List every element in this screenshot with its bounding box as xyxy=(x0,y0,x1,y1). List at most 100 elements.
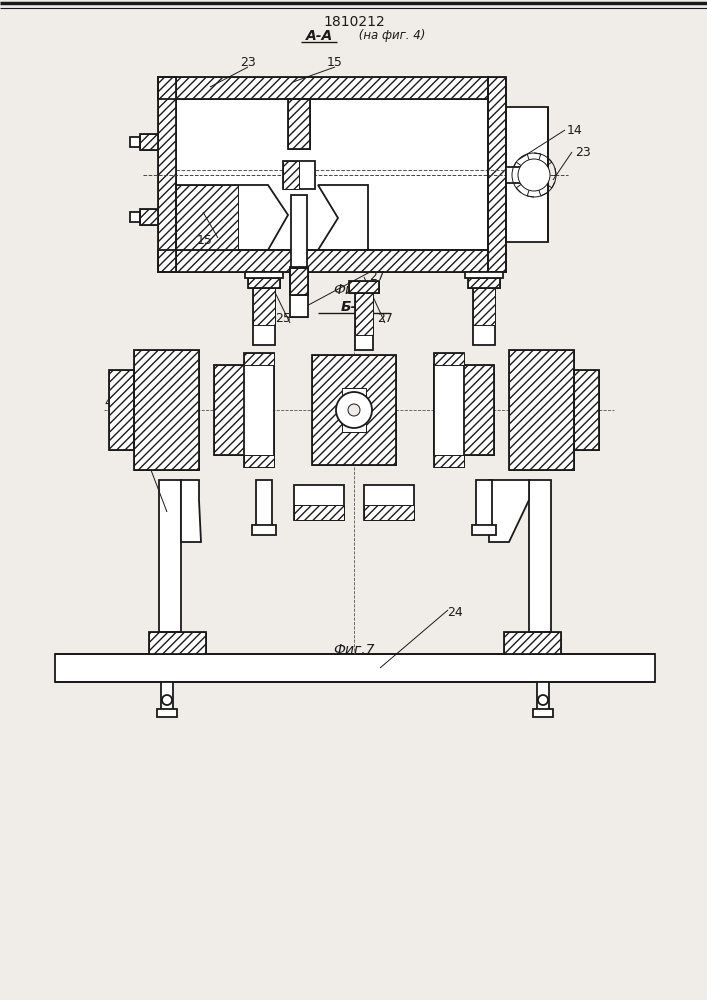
Bar xyxy=(288,99,310,149)
Bar xyxy=(214,365,274,455)
Bar xyxy=(283,161,299,189)
Bar xyxy=(109,370,134,450)
Circle shape xyxy=(518,159,550,191)
Bar xyxy=(294,485,344,520)
Bar xyxy=(312,355,396,465)
Text: 23: 23 xyxy=(575,145,591,158)
Circle shape xyxy=(538,695,548,705)
Bar xyxy=(161,682,173,712)
Text: A-A: A-A xyxy=(306,29,334,43)
Bar xyxy=(140,134,158,150)
Bar xyxy=(55,654,655,682)
Bar xyxy=(252,525,276,535)
Bar xyxy=(244,353,274,467)
Bar xyxy=(283,161,315,189)
Bar xyxy=(130,212,140,222)
Bar xyxy=(509,350,574,470)
Bar xyxy=(529,480,551,632)
Bar xyxy=(504,632,561,654)
Bar xyxy=(434,455,464,467)
Bar xyxy=(253,280,275,325)
Bar xyxy=(157,709,177,717)
Bar xyxy=(533,709,553,717)
Polygon shape xyxy=(489,480,529,542)
Bar xyxy=(158,77,488,99)
Bar xyxy=(159,480,181,632)
Bar xyxy=(130,137,140,147)
Bar xyxy=(244,353,274,365)
Bar xyxy=(158,250,488,272)
Polygon shape xyxy=(176,185,238,250)
Bar xyxy=(134,350,199,470)
Circle shape xyxy=(336,392,372,428)
Bar xyxy=(434,365,494,455)
Text: Б-Б: Б-Б xyxy=(341,300,368,314)
Bar xyxy=(294,505,344,520)
Bar xyxy=(342,388,366,432)
Bar xyxy=(349,281,379,293)
Text: 15: 15 xyxy=(327,55,343,68)
Bar xyxy=(364,485,414,520)
Text: (на фиг. 4): (на фиг. 4) xyxy=(355,29,425,42)
Text: 15: 15 xyxy=(197,233,213,246)
Text: 25: 25 xyxy=(275,312,291,326)
Text: 14: 14 xyxy=(567,123,583,136)
Circle shape xyxy=(162,695,172,705)
Text: 23: 23 xyxy=(240,55,256,68)
Bar xyxy=(574,370,599,450)
Text: Фиг.7: Фиг.7 xyxy=(333,643,375,657)
Bar xyxy=(349,281,379,293)
Polygon shape xyxy=(181,480,201,542)
Bar xyxy=(465,272,503,278)
Polygon shape xyxy=(176,185,288,250)
Bar xyxy=(248,278,280,288)
Bar xyxy=(468,278,500,288)
Bar xyxy=(355,285,373,350)
Bar xyxy=(434,365,494,455)
Bar xyxy=(244,455,274,467)
Bar xyxy=(288,99,310,149)
Bar xyxy=(176,99,488,250)
Text: 26: 26 xyxy=(382,395,398,408)
Bar xyxy=(488,77,506,272)
Bar xyxy=(473,280,495,345)
Bar xyxy=(574,370,599,450)
Bar xyxy=(291,195,307,317)
Bar xyxy=(506,107,548,242)
Text: 1810212: 1810212 xyxy=(323,15,385,29)
Bar xyxy=(355,285,373,335)
Bar xyxy=(158,250,488,272)
Bar xyxy=(488,77,506,272)
Bar xyxy=(472,525,496,535)
Bar xyxy=(434,353,464,467)
Bar xyxy=(248,278,280,288)
Bar xyxy=(158,77,488,99)
Bar xyxy=(434,353,464,365)
Bar xyxy=(290,268,308,295)
Bar xyxy=(504,632,561,654)
Circle shape xyxy=(348,404,360,416)
Bar xyxy=(149,632,206,654)
Bar xyxy=(253,280,275,345)
Polygon shape xyxy=(318,185,368,250)
Bar xyxy=(134,350,199,470)
Bar xyxy=(149,632,206,654)
Bar xyxy=(158,77,176,272)
Text: 24: 24 xyxy=(447,606,463,619)
Bar xyxy=(509,350,574,470)
Text: 48: 48 xyxy=(104,395,120,408)
Text: 27: 27 xyxy=(377,312,393,326)
Bar xyxy=(290,268,308,295)
Bar xyxy=(290,267,308,317)
Bar xyxy=(468,278,500,288)
Text: 27: 27 xyxy=(369,269,385,282)
Bar xyxy=(506,167,534,183)
Text: Фиг.6: Фиг.6 xyxy=(333,283,375,297)
Bar xyxy=(256,480,272,530)
Bar xyxy=(364,505,414,520)
Bar xyxy=(109,370,134,450)
Bar xyxy=(140,209,158,225)
Bar xyxy=(214,365,274,455)
Bar xyxy=(476,480,492,530)
Bar xyxy=(140,134,158,150)
